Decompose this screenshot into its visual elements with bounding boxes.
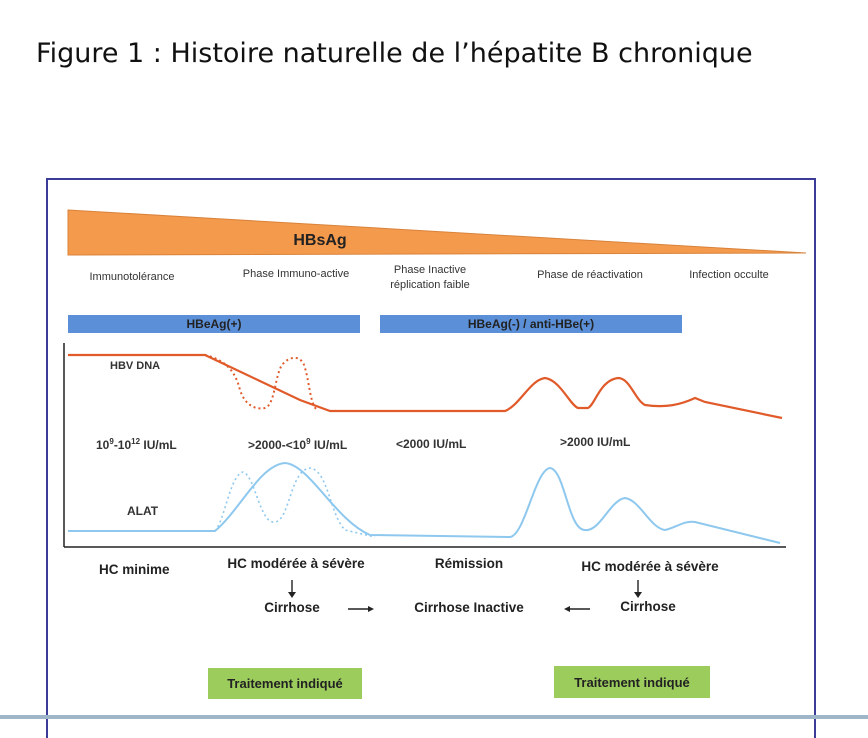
phase-label: Phase de réactivation (537, 269, 643, 281)
phase-label: Immunotolérance (89, 271, 175, 283)
page-bottom-edge (0, 715, 868, 719)
figure-title: Figure 1 : Histoire naturelle de l’hépat… (36, 38, 753, 69)
right-arrow-icon (348, 606, 374, 612)
histology-label: Cirrhose (264, 600, 320, 615)
hbeag-positive-bar: HBeAg(+) (68, 315, 360, 333)
histology-label: HC minime (99, 562, 170, 577)
hbv-dna-curve (68, 353, 783, 420)
diagram-graphics (63, 209, 807, 612)
down-arrow-icon (634, 580, 642, 598)
phase-label: Infection occulte (689, 269, 769, 281)
histology-label: HC modérée à sévère (227, 556, 365, 571)
histology-label: Rémission (434, 556, 504, 571)
phase-label: Phase Inactive réplication faible (390, 264, 470, 291)
alat-fluctuation (214, 467, 376, 538)
treatment-badge: Traitement indiqué (208, 668, 362, 699)
phase-label: Phase Immuno-active (242, 268, 350, 280)
histology-label: HC modérée à sévère (581, 559, 719, 574)
viral-load-label: <2000 IU/mL (396, 437, 467, 451)
hbv-dna-label: HBV DNA (110, 360, 161, 372)
hbeag-negative-bar: HBeAg(-) / anti-HBe(+) (380, 315, 682, 333)
viral-load-label: >2000-<109 IU/mL (248, 437, 348, 452)
viral-load-label: 109-1012 IU/mL (96, 437, 177, 452)
alat-label: ALAT (127, 504, 159, 518)
hbsag-label: HBsAg (293, 232, 347, 249)
viral-load-label: >2000 IU/mL (560, 435, 631, 449)
treatment-badge: Traitement indiqué (554, 666, 710, 698)
histology-label: Cirrhose (620, 599, 676, 614)
alat-curve (68, 461, 781, 544)
diagram-frame (46, 178, 816, 738)
histology-label: Cirrhose Inactive (414, 600, 524, 615)
down-arrow-icon (288, 580, 296, 598)
hbsag-wedge (67, 209, 807, 256)
left-arrow-icon (564, 606, 590, 612)
